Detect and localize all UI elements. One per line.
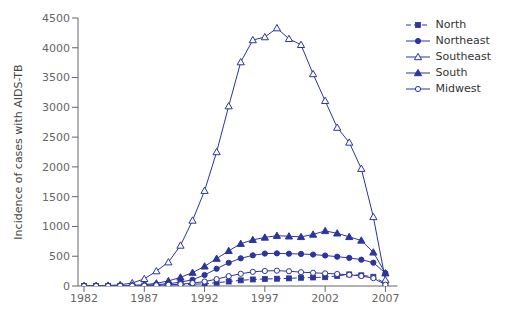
- html-text:Southeast: Southeast: [435, 50, 491, 63]
- svg-text:1000: 1000: [42, 220, 70, 233]
- svg-text:2007: 2007: [371, 292, 399, 305]
- svg-text:2000: 2000: [42, 161, 70, 174]
- svg-text:3000: 3000: [42, 101, 70, 114]
- svg-text:3500: 3500: [42, 71, 70, 84]
- svg-text:1982: 1982: [70, 292, 98, 305]
- svg-text:1500: 1500: [42, 191, 70, 204]
- svg-text:1997: 1997: [251, 292, 279, 305]
- html-text:Northeast: Northeast: [435, 34, 490, 47]
- html-text:South: South: [435, 66, 468, 79]
- svg-text:0: 0: [63, 280, 70, 293]
- svg-text:1987: 1987: [130, 292, 158, 305]
- svg-text:2002: 2002: [311, 292, 339, 305]
- svg-text:500: 500: [49, 250, 70, 263]
- svg-text:4000: 4000: [42, 42, 70, 55]
- svg-text:2500: 2500: [42, 131, 70, 144]
- html-text:Midwest: Midwest: [435, 82, 481, 95]
- svg-text:1992: 1992: [191, 292, 219, 305]
- svg-text:4500: 4500: [42, 12, 70, 25]
- html-text:North: North: [435, 18, 467, 31]
- svg-text:Incidence of cases with AIDS-T: Incidence of cases with AIDS-TB: [12, 64, 25, 239]
